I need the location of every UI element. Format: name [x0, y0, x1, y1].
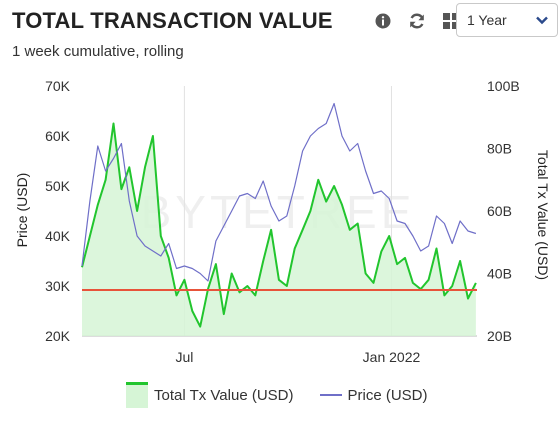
- x-tick-label: Jul: [175, 349, 193, 365]
- price-line: [81, 102, 477, 282]
- range-select[interactable]: 1 Year: [456, 3, 558, 37]
- legend-label-tx-value: Total Tx Value (USD): [154, 386, 294, 404]
- chart-legend: Total Tx Value (USD) Price (USD): [126, 382, 454, 408]
- range-select-value: 1 Year: [467, 12, 507, 28]
- chart-plot: BYTETREE 20K 30K 40K 50K 60K 70K 20B 40B 60B 80B…: [14, 78, 551, 365]
- legend-item-price[interactable]: Price (USD): [319, 386, 428, 404]
- refresh-icon[interactable]: [406, 10, 428, 32]
- right-tick-label: 60B: [487, 203, 512, 219]
- chevron-down-icon: [535, 13, 549, 32]
- right-axis: 20B 40B 60B 80B 100B: [487, 78, 520, 344]
- right-tick-label: 100B: [487, 78, 520, 94]
- x-axis: Jul Jan 2022: [175, 349, 420, 365]
- chart-subtitle: 1 week cumulative, rolling: [12, 43, 184, 60]
- watermark-text: BYTETREE: [141, 186, 416, 238]
- tx-value-series: [81, 122, 477, 336]
- info-icon[interactable]: [372, 10, 394, 32]
- tx-value-area: [82, 123, 476, 336]
- legend-swatch-price: [319, 394, 342, 396]
- left-tick-label: 60K: [45, 128, 71, 144]
- chart-toolbar: [360, 4, 462, 38]
- right-tick-label: 40B: [487, 266, 512, 282]
- right-axis-label: Total Tx Value (USD): [535, 150, 551, 280]
- left-tick-label: 30K: [45, 278, 71, 294]
- legend-item-tx-value[interactable]: Total Tx Value (USD): [126, 382, 294, 408]
- legend-swatch-tx-value: [126, 382, 148, 408]
- left-axis-label: Price (USD): [14, 173, 30, 248]
- tx-value-line: [81, 122, 477, 328]
- price-series: [81, 102, 477, 282]
- left-tick-label: 70K: [45, 78, 71, 94]
- left-tick-label: 40K: [45, 228, 71, 244]
- watermark: BYTETREE: [141, 186, 416, 238]
- right-tick-label: 20B: [487, 328, 512, 344]
- chart-title: TOTAL TRANSACTION VALUE: [12, 8, 333, 33]
- legend-label-price: Price (USD): [347, 386, 428, 404]
- left-tick-label: 50K: [45, 178, 71, 194]
- x-tick-label: Jan 2022: [363, 349, 421, 365]
- left-tick-label: 20K: [45, 328, 71, 344]
- left-axis: 20K 30K 40K 50K 60K 70K: [45, 78, 71, 344]
- right-tick-label: 80B: [487, 141, 512, 157]
- grid-icon[interactable]: [440, 10, 462, 32]
